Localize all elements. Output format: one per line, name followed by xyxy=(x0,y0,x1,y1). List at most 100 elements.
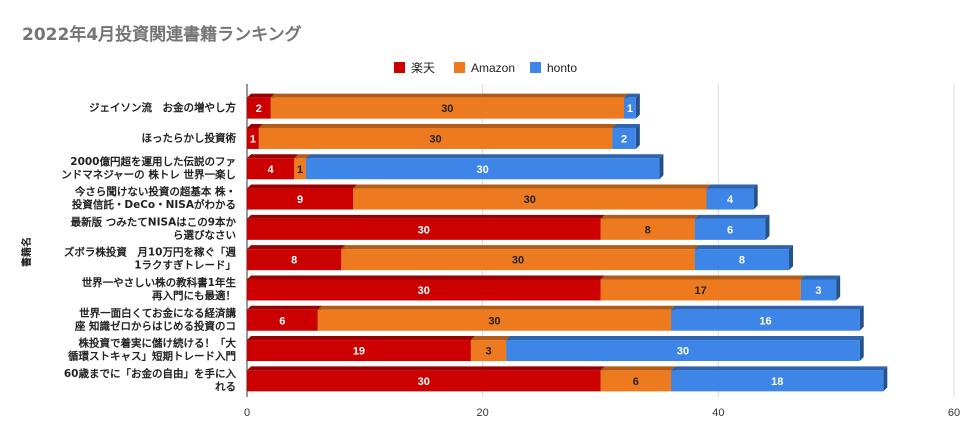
data-label: 30 xyxy=(441,103,453,115)
category-label-line: ズボラ株投資 月10万円を稼ぐ「週 xyxy=(64,246,237,259)
bar-segment xyxy=(612,127,636,149)
bar-segment xyxy=(694,249,790,271)
bar-top xyxy=(247,305,322,310)
bar-segment xyxy=(600,279,801,301)
bar-segment xyxy=(247,218,601,240)
category-label-line: 1ラクすぎトレード」 xyxy=(134,259,236,272)
bar-segment xyxy=(600,218,695,240)
category-label-line: 2000億円超を運用した伝説のファ xyxy=(70,155,236,168)
bar-top xyxy=(247,275,605,280)
data-label: 30 xyxy=(418,376,430,388)
category-label-line: 株投資で着実に儲け続ける！「大 xyxy=(79,337,237,350)
bar-segment xyxy=(247,340,471,362)
bar-segment xyxy=(258,127,613,149)
bar-top xyxy=(247,93,275,98)
data-label: 4 xyxy=(727,194,734,206)
data-label: 6 xyxy=(727,224,733,236)
bar-top xyxy=(353,184,711,189)
data-label: 16 xyxy=(759,315,771,327)
bar-top xyxy=(600,214,699,219)
bars: 2 30 1 1 30 2 4 1 30 9 30 4 30 8 6 8 30 8 30 17 3 6 30 16 19 3 30 3… xyxy=(247,93,888,392)
bar-side xyxy=(883,366,888,392)
data-label: 30 xyxy=(524,194,536,206)
data-label: 30 xyxy=(488,315,500,327)
bar-segment xyxy=(294,158,306,180)
bar-top xyxy=(247,366,605,371)
bar-top xyxy=(247,123,263,128)
legend-label: 楽天 xyxy=(411,61,435,75)
data-label: 6 xyxy=(633,376,639,388)
bar-top xyxy=(694,245,794,250)
bar-top xyxy=(470,336,511,341)
bar-side xyxy=(836,275,841,301)
data-label: 8 xyxy=(291,255,297,267)
bar-top xyxy=(706,184,758,189)
bar-side xyxy=(859,336,864,362)
bar-segment xyxy=(247,158,295,180)
data-label: 3 xyxy=(815,285,821,297)
bar-top xyxy=(247,245,346,250)
data-label: 6 xyxy=(279,315,285,327)
category-label-line: 世界一面白くてお金になる経済講 xyxy=(79,306,236,319)
category-label-line: 今さら聞けない投資の超基本 株・ xyxy=(74,185,236,198)
bar-top xyxy=(258,123,617,128)
bar-side xyxy=(765,214,770,240)
bar-top xyxy=(506,336,864,341)
legend-label: honto xyxy=(547,61,577,75)
x-tick-label: 40 xyxy=(712,407,724,419)
legend-swatch xyxy=(394,62,405,73)
legend-label: Amazon xyxy=(471,61,515,75)
data-label: 30 xyxy=(418,285,430,297)
category-label: 60歳までに「お金の自由」を手に入れる xyxy=(64,367,237,393)
bar-segment xyxy=(353,188,707,210)
bar-segment xyxy=(247,127,259,149)
data-label: 1 xyxy=(297,164,303,176)
data-label: 2 xyxy=(256,103,262,115)
bar-top xyxy=(800,275,841,280)
data-label: 30 xyxy=(677,346,689,358)
bar-segment xyxy=(317,309,672,331)
category-label: ズボラ株投資 月10万円を稼ぐ「週 1ラクすぎトレード」 xyxy=(64,246,237,272)
bar-side xyxy=(859,305,864,331)
bar-segment xyxy=(247,188,354,210)
bar-top xyxy=(247,336,475,341)
category-label: 2000億円超を運用した伝説のファンドマネジャーの 株トレ 世界一楽し xyxy=(61,155,236,181)
category-label-line: 循環ストキャス」短期トレード入門 xyxy=(68,350,236,363)
data-label: 1 xyxy=(627,103,633,115)
bar-segment xyxy=(470,340,507,362)
bar-segment xyxy=(694,218,766,240)
bar-segment xyxy=(305,158,660,180)
bar-segment xyxy=(706,188,754,210)
category-label-line: 座 知識ゼロからはじめる投資のコ xyxy=(74,319,236,332)
data-label: 3 xyxy=(485,346,491,358)
category-label-line: 再入門にも最適！ xyxy=(152,289,236,302)
chart-title: 2022年4月投資関連書籍ランキング xyxy=(22,24,302,45)
bar-side xyxy=(789,245,794,271)
bar-top xyxy=(341,245,699,250)
category-label: 世界一面白くてお金になる経済講座 知識ゼロからはじめる投資のコ xyxy=(74,306,237,332)
data-label: 30 xyxy=(512,255,524,267)
bar-side xyxy=(753,184,758,210)
legend: 楽天 Amazon honto xyxy=(394,61,577,75)
category-label: ジェイソン流 お金の増やし方 xyxy=(89,101,236,114)
bar-top xyxy=(671,366,888,371)
bar-top xyxy=(247,214,605,219)
category-label-line: ら選びなさい xyxy=(173,228,236,241)
bar-segment xyxy=(247,279,601,301)
bar-side xyxy=(635,93,640,119)
bar-segment xyxy=(506,340,860,362)
category-label: 株投資で着実に儲け続ける！「大循環ストキャス」短期トレード入門 xyxy=(68,337,236,363)
category-label-line: 60歳までに「お金の自由」を手に入 xyxy=(64,367,237,380)
data-label: 30 xyxy=(477,164,489,176)
data-label: 8 xyxy=(739,255,745,267)
category-label-line: 世界一やさしい株の教科書1年生 xyxy=(82,276,237,289)
bar-segment xyxy=(270,97,625,119)
category-label: 今さら聞けない投資の超基本 株・投資信託・DeCo・NISAがわかる xyxy=(72,185,236,211)
bar-segment xyxy=(341,249,695,271)
category-label: 世界一やさしい株の教科書1年生再入門にも最適！ xyxy=(82,276,237,302)
data-label: 1 xyxy=(250,133,256,145)
category-label-line: 最新版 つみたてNISAはこの9本か xyxy=(71,215,237,228)
data-label: 18 xyxy=(771,376,783,388)
